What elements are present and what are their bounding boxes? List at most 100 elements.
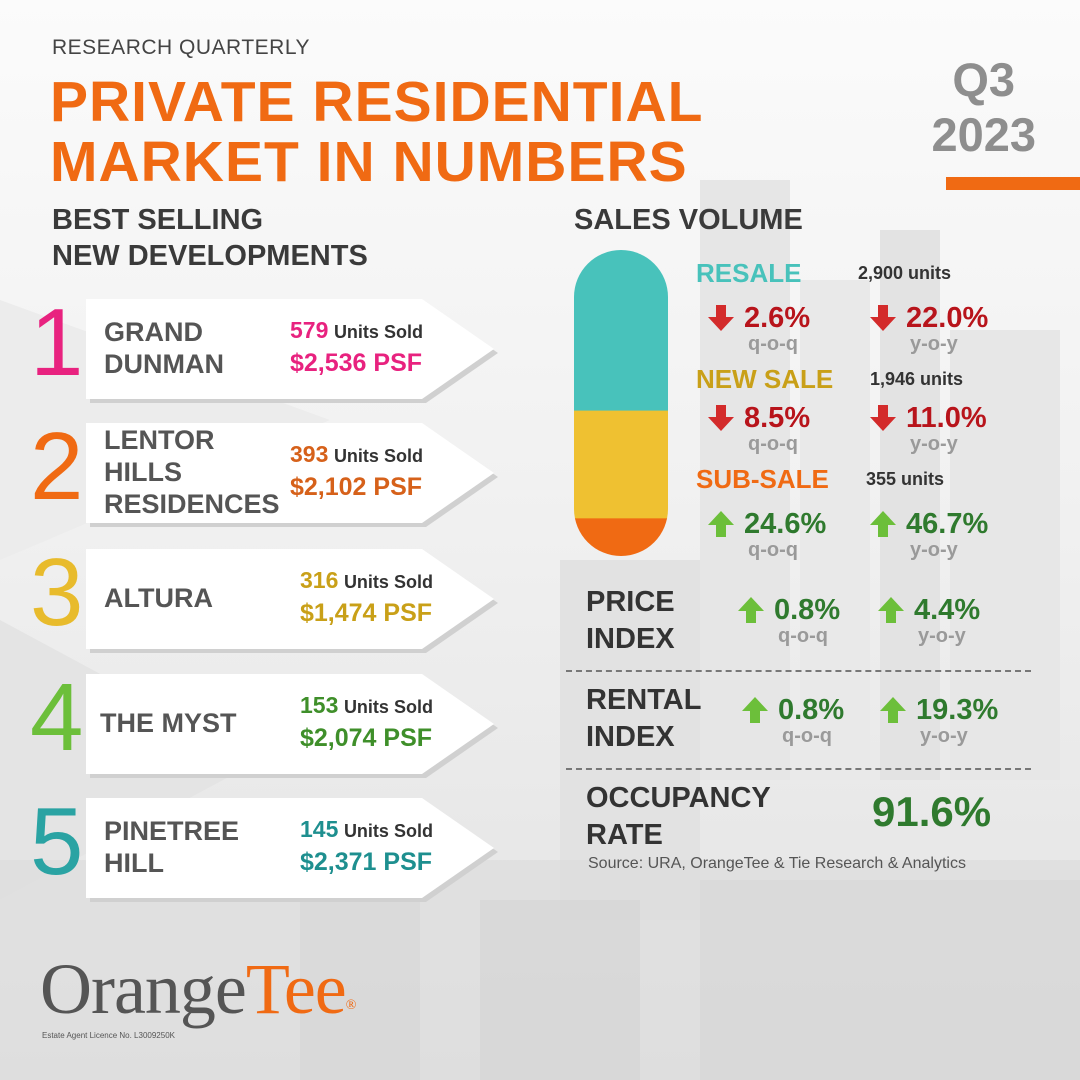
- sales-category-label: NEW SALE: [696, 364, 834, 394]
- yoy-label: y-o-y: [910, 433, 958, 455]
- sales-category-label: RESALE: [696, 258, 802, 288]
- price-index-qoq: 0.8% q-o-q: [736, 594, 886, 646]
- rank-number: 2: [30, 413, 84, 520]
- orangetee-logo: OrangeTee®: [40, 949, 356, 1029]
- sales-yoy-stat: 46.7% y-o-y: [868, 508, 1018, 560]
- page-title: PRIVATE RESIDENTIAL MARKET IN NUMBERS: [50, 72, 703, 192]
- price-psf: $2,536 PSF: [290, 349, 423, 377]
- units-sold-value: 145: [300, 816, 339, 842]
- card-arrow-shape: [86, 549, 498, 653]
- quarter: Q3: [952, 53, 1016, 106]
- sales-category-units: 355 units: [866, 469, 945, 489]
- development-card: [86, 796, 498, 902]
- sales-category-label: SUB-SALE: [696, 464, 829, 494]
- rank-number: 4: [30, 664, 84, 771]
- title-line-2: MARKET IN NUMBERS: [50, 130, 688, 194]
- rental-index-title-1: RENTAL: [586, 684, 702, 716]
- arrow-down-icon: [706, 403, 736, 433]
- units-sold-value: 579: [290, 317, 329, 343]
- divider: [566, 768, 1031, 770]
- rank-number: 1: [30, 289, 84, 396]
- card-arrow-shape: [86, 674, 498, 778]
- development-card: [86, 297, 498, 403]
- price-index-qoq-value: 0.8%: [774, 594, 841, 626]
- sales-qoq-stat: 2.6% q-o-q: [706, 302, 856, 354]
- units-sold-label: Units Sold: [343, 697, 433, 717]
- development-card: [86, 672, 498, 778]
- capsule-segment-sub-sale: [574, 518, 668, 556]
- development-card: [86, 547, 498, 653]
- development-name-line: HILLS: [104, 457, 182, 487]
- yoy-label: y-o-y: [918, 625, 966, 647]
- rental-index-yoy: 19.3% y-o-y: [878, 694, 1028, 746]
- kicker: RESEARCH QUARTERLY: [52, 36, 310, 59]
- price-index-title: PRICE INDEX: [586, 584, 675, 658]
- units-sold: 153 Units Sold: [300, 692, 433, 719]
- development-name-line: DUNMAN: [104, 349, 224, 379]
- price-index-title-1: PRICE: [586, 586, 675, 618]
- occupancy-title: OCCUPANCY RATE: [586, 780, 771, 854]
- rental-index-qoq: 0.8% q-o-q: [740, 694, 890, 746]
- sales-qoq-value: 2.6%: [744, 302, 811, 334]
- price-index-yoy-value: 4.4%: [914, 594, 981, 626]
- best-selling-title-line-1: BEST SELLING: [52, 204, 264, 236]
- qoq-label: q-o-q: [748, 433, 798, 455]
- sales-qoq-stat: 24.6% q-o-q: [706, 508, 856, 560]
- sales-category-units: 2,900 units: [858, 263, 952, 283]
- sales-category-units: 1,946 units: [870, 369, 964, 389]
- price-psf: $1,474 PSF: [300, 599, 433, 627]
- units-sold: 393 Units Sold: [290, 441, 423, 468]
- licence-note: Estate Agent Licence No. L3009250K: [42, 1031, 175, 1040]
- units-sold-label: Units Sold: [343, 821, 433, 841]
- rental-index-yoy-value: 19.3%: [916, 694, 999, 726]
- year: 2023: [931, 108, 1036, 161]
- rank-number: 5: [30, 788, 84, 895]
- card-arrow-shape: [86, 299, 498, 403]
- price-psf: $2,102 PSF: [290, 473, 423, 501]
- price-index-yoy: 4.4% y-o-y: [876, 594, 1026, 646]
- development-name-line: HILL: [104, 848, 164, 878]
- price-psf: $2,371 PSF: [300, 848, 433, 876]
- best-selling-title: BEST SELLING NEW DEVELOPMENTS: [52, 202, 368, 274]
- qoq-label: q-o-q: [778, 625, 828, 647]
- arrow-up-icon: [878, 695, 908, 725]
- sales-volume-capsule: [574, 250, 668, 556]
- yoy-label: y-o-y: [920, 725, 968, 747]
- price-index-title-2: INDEX: [586, 623, 675, 655]
- rental-index-title: RENTAL INDEX: [586, 682, 701, 756]
- logo-part-2: Tee: [245, 949, 347, 1029]
- development-name: GRAND DUNMAN: [104, 316, 224, 380]
- arrow-up-icon: [868, 509, 898, 539]
- sales-yoy-value: 11.0%: [906, 402, 987, 434]
- capsule-segment-new-sale: [574, 410, 668, 520]
- units-sold: 579 Units Sold: [290, 317, 423, 344]
- logo-part-1: Orange: [40, 949, 247, 1029]
- sales-qoq-value: 8.5%: [744, 402, 811, 434]
- arrow-up-icon: [876, 595, 906, 625]
- card-arrow-shape: [86, 798, 498, 902]
- arrow-up-icon: [706, 509, 736, 539]
- arrow-down-icon: [868, 403, 898, 433]
- development-name-line: RESIDENCES: [104, 489, 280, 519]
- arrow-up-icon: [736, 595, 766, 625]
- units-sold-label: Units Sold: [333, 322, 423, 342]
- development-card: [86, 421, 498, 527]
- qoq-label: q-o-q: [748, 333, 798, 355]
- occupancy-value: 91.6%: [872, 788, 992, 835]
- yoy-label: y-o-y: [910, 539, 958, 561]
- qoq-label: q-o-q: [782, 725, 832, 747]
- rental-index-title-2: INDEX: [586, 721, 675, 753]
- sales-yoy-stat: 11.0% y-o-y: [868, 402, 1018, 454]
- qoq-label: q-o-q: [748, 539, 798, 561]
- sales-qoq-value: 24.6%: [744, 508, 827, 540]
- units-sold: 316 Units Sold: [300, 567, 433, 594]
- units-sold-label: Units Sold: [343, 572, 433, 592]
- sales-qoq-stat: 8.5% q-o-q: [706, 402, 856, 454]
- sales-volume-title: SALES VOLUME: [574, 204, 803, 236]
- quarter-label: Q3 2023: [931, 52, 1036, 162]
- arrow-down-icon: [868, 303, 898, 333]
- rank-number: 3: [30, 539, 84, 646]
- accent-bar: [946, 177, 1080, 190]
- capsule-segment-resale: [574, 250, 668, 412]
